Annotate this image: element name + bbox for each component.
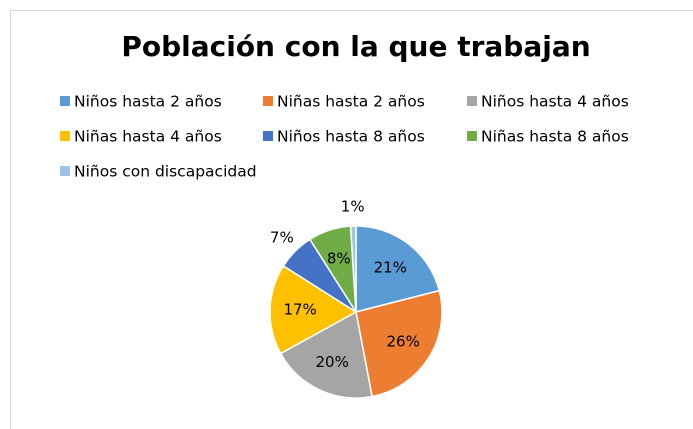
legend-label: Niñas hasta 4 años bbox=[74, 128, 222, 146]
data-label: 26% bbox=[387, 332, 420, 350]
data-label: 20% bbox=[316, 353, 349, 371]
legend-swatch bbox=[263, 96, 273, 106]
legend-label: Niños hasta 4 años bbox=[481, 93, 629, 111]
legend-label: Niños con discapacidad bbox=[74, 163, 257, 181]
data-label: 1% bbox=[341, 198, 365, 216]
legend-swatch bbox=[467, 131, 477, 141]
legend-label: Niños hasta 8 años bbox=[277, 128, 425, 146]
data-label: 7% bbox=[270, 228, 294, 246]
data-label: 8% bbox=[327, 249, 351, 267]
legend-swatch bbox=[263, 131, 273, 141]
legend-swatch bbox=[60, 166, 70, 176]
pie-slice bbox=[269, 264, 358, 355]
legend-swatch bbox=[60, 131, 70, 141]
pie-slice bbox=[349, 225, 357, 313]
pie-slice bbox=[355, 225, 441, 313]
legend-label: Niñas hasta 8 años bbox=[481, 128, 629, 146]
legend-swatch bbox=[60, 96, 70, 106]
legend-label: Niñas hasta 2 años bbox=[277, 93, 425, 111]
legend-label: Niños hasta 2 años bbox=[74, 93, 222, 111]
chart-title: Población con la que trabajan bbox=[121, 30, 590, 63]
pie-slice bbox=[279, 310, 373, 399]
pie-slice bbox=[355, 289, 443, 398]
data-label: 21% bbox=[374, 258, 407, 276]
legend-swatch bbox=[467, 96, 477, 106]
data-label: 17% bbox=[283, 301, 316, 319]
